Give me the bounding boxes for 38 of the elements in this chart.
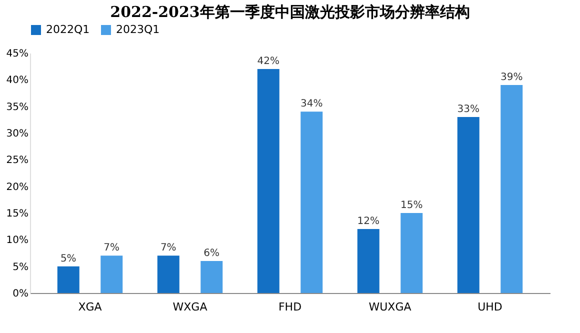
bar [357, 229, 380, 293]
bar [257, 69, 280, 293]
data-label: 7% [160, 242, 176, 254]
x-tick-label: WXGA [172, 300, 208, 314]
data-label: 33% [457, 104, 480, 115]
chart-title: 2022-2023年第一季度中国激光投影市场分辨率结构 [110, 3, 470, 21]
bar [400, 213, 423, 293]
y-tick-label: 10% [6, 235, 28, 246]
bar [200, 261, 223, 293]
data-label: 34% [300, 98, 323, 110]
bar [100, 256, 123, 293]
data-label: 6% [204, 248, 220, 259]
bar [157, 256, 180, 293]
bar [57, 266, 80, 293]
bar [300, 112, 323, 293]
y-tick-label: 20% [6, 182, 28, 193]
data-label: 39% [500, 72, 523, 83]
data-label: 7% [104, 242, 120, 254]
data-label: 12% [357, 216, 380, 227]
y-tick-label: 25% [6, 155, 28, 166]
x-tick-label: FHD [278, 300, 302, 314]
y-tick-label: 30% [6, 128, 28, 140]
x-tick-label: WUXGA [368, 300, 412, 314]
bar [457, 117, 480, 293]
y-tick-label: 5% [12, 262, 28, 273]
data-label: 42% [257, 56, 280, 67]
y-tick-label: 45% [6, 48, 28, 60]
y-tick-label: 35% [6, 102, 28, 113]
bar [500, 85, 523, 293]
y-tick-label: 15% [6, 208, 28, 220]
legend-label: 2023Q1 [116, 23, 160, 36]
legend-label: 2022Q1 [46, 23, 90, 36]
y-tick-label: 0% [12, 288, 28, 300]
data-label: 15% [400, 200, 423, 211]
x-tick-label: XGA [78, 300, 102, 314]
y-tick-label: 40% [6, 75, 28, 86]
data-label: 5% [60, 253, 76, 264]
x-tick-label: UHD [478, 300, 502, 314]
